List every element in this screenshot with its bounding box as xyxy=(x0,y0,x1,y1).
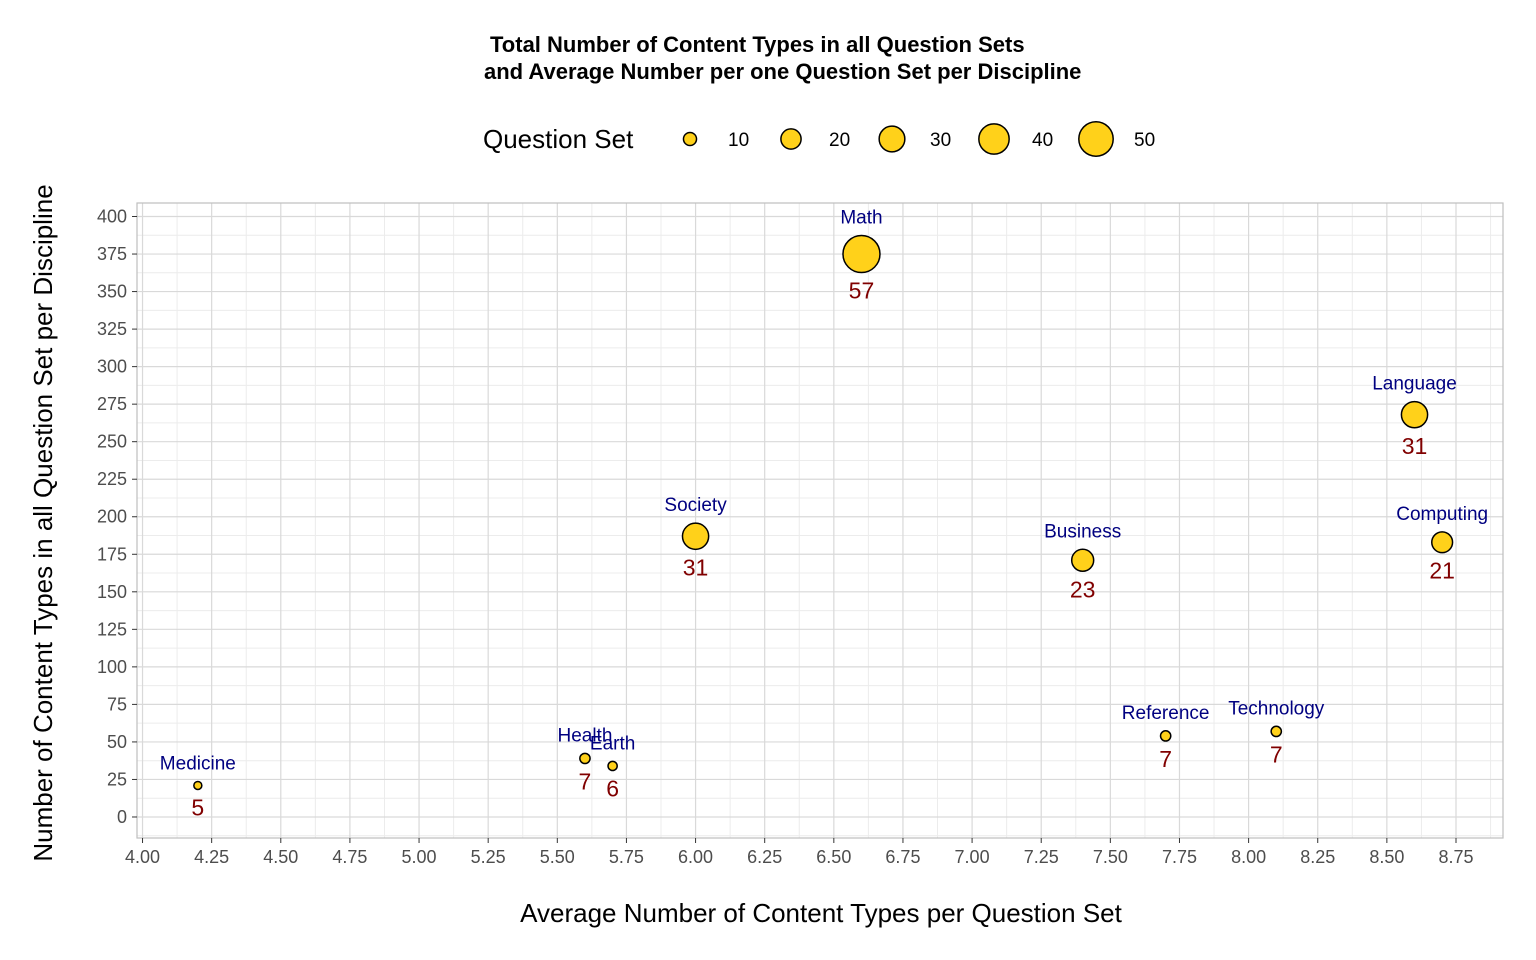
y-tick-label: 350 xyxy=(97,282,127,302)
point-name-label: Math xyxy=(840,208,882,229)
y-tick-label: 225 xyxy=(97,469,127,489)
legend-label-40: 40 xyxy=(1032,130,1053,151)
x-tick-label: 7.25 xyxy=(1024,847,1059,867)
x-axis-title: Average Number of Content Types per Ques… xyxy=(520,898,1122,928)
point-count-label: 7 xyxy=(579,769,592,795)
y-tick-label: 400 xyxy=(97,207,127,227)
data-point-reference xyxy=(1159,730,1172,742)
point-name-label: Health xyxy=(557,725,612,746)
point-name-label: Technology xyxy=(1228,698,1325,719)
size-legend: Question Set 10 20 30 40 50 xyxy=(483,121,1155,157)
point-name-label: Earth xyxy=(590,733,635,754)
y-tick-label: 250 xyxy=(97,432,127,452)
data-point-technology xyxy=(1270,725,1283,738)
y-tick-label: 300 xyxy=(97,357,127,377)
point-count-label: 6 xyxy=(606,776,619,802)
legend-label-30: 30 xyxy=(930,130,951,151)
point-name-label: Society xyxy=(664,495,727,516)
x-tick-label: 5.75 xyxy=(609,847,644,867)
axis-ticks: 4.00 4.25 4.50 4.75 5.00 5.25 5.50 5.75 6.00 6.25… xyxy=(97,207,1474,867)
plot-panel-border xyxy=(136,202,1504,839)
x-tick-label: 8.75 xyxy=(1438,847,1473,867)
x-tick-label: 5.50 xyxy=(540,847,575,867)
point-count-label: 21 xyxy=(1429,558,1455,584)
point-count-label: 7 xyxy=(1270,742,1283,768)
y-tick-label: 0 xyxy=(117,807,127,827)
data-point-health xyxy=(579,752,591,765)
x-tick-label: 6.00 xyxy=(678,847,713,867)
point-count-label: 5 xyxy=(191,794,204,820)
y-tick-label: 150 xyxy=(97,582,127,602)
x-tick-label: 4.50 xyxy=(263,847,298,867)
x-tick-label: 7.00 xyxy=(955,847,990,867)
legend-key-20 xyxy=(780,128,802,150)
x-tick-label: 7.50 xyxy=(1093,847,1128,867)
data-point-language xyxy=(1400,400,1429,429)
point-count-label: 31 xyxy=(1402,433,1428,459)
grid xyxy=(137,203,1503,838)
y-tick-label: 25 xyxy=(107,769,127,789)
data-points xyxy=(193,234,1454,791)
x-tick-label: 5.00 xyxy=(402,847,437,867)
chart-title: Total Number of Content Types in all Que… xyxy=(490,32,1025,57)
x-tick-label: 8.00 xyxy=(1231,847,1266,867)
y-tick-label: 100 xyxy=(97,657,127,677)
data-labels: Medicine 5 Health 7 Earth 6 Society 31 Math 57 Bus… xyxy=(160,208,1488,821)
x-tick-label: 6.75 xyxy=(885,847,920,867)
legend-key-50 xyxy=(1078,121,1114,157)
data-point-math xyxy=(842,234,881,274)
point-count-label: 7 xyxy=(1159,746,1172,772)
y-tick-label: 125 xyxy=(97,619,127,639)
legend-key-30 xyxy=(878,125,906,153)
data-point-society xyxy=(681,522,710,551)
y-tick-label: 200 xyxy=(97,507,127,527)
point-name-label: Business xyxy=(1044,521,1121,542)
point-count-label: 31 xyxy=(683,554,709,580)
data-point-computing xyxy=(1431,531,1454,554)
y-tick-label: 275 xyxy=(97,394,127,414)
legend-label-50: 50 xyxy=(1134,130,1155,151)
legend-key-10 xyxy=(682,131,698,147)
point-count-label: 57 xyxy=(849,278,875,304)
legend-label-10: 10 xyxy=(728,130,749,151)
y-tick-label: 75 xyxy=(107,694,127,714)
chart-subtitle: and Average Number per one Question Set … xyxy=(484,59,1081,84)
x-tick-label: 8.25 xyxy=(1300,847,1335,867)
legend-key-40 xyxy=(978,123,1010,155)
y-tick-label: 325 xyxy=(97,319,127,339)
legend-label-20: 20 xyxy=(829,130,850,151)
y-tick-label: 175 xyxy=(97,544,127,564)
x-tick-label: 8.50 xyxy=(1369,847,1404,867)
data-point-medicine xyxy=(193,780,203,791)
point-name-label: Language xyxy=(1372,374,1457,395)
x-tick-label: 4.25 xyxy=(194,847,229,867)
point-name-label: Reference xyxy=(1122,703,1210,724)
x-tick-label: 6.25 xyxy=(747,847,782,867)
x-tick-label: 6.50 xyxy=(816,847,851,867)
y-tick-label: 50 xyxy=(107,732,127,752)
y-axis-title: Number of Content Types in all Question … xyxy=(28,184,58,861)
data-point-earth xyxy=(607,760,618,772)
data-point-business xyxy=(1070,548,1095,573)
y-tick-label: 375 xyxy=(97,244,127,264)
x-tick-label: 4.75 xyxy=(332,847,367,867)
point-count-label: 23 xyxy=(1070,576,1096,602)
legend-title: Question Set xyxy=(483,124,634,154)
point-name-label: Medicine xyxy=(160,753,236,774)
x-tick-label: 4.00 xyxy=(125,847,160,867)
x-tick-label: 7.75 xyxy=(1162,847,1197,867)
point-name-label: Computing xyxy=(1396,504,1488,525)
x-tick-label: 5.25 xyxy=(471,847,506,867)
